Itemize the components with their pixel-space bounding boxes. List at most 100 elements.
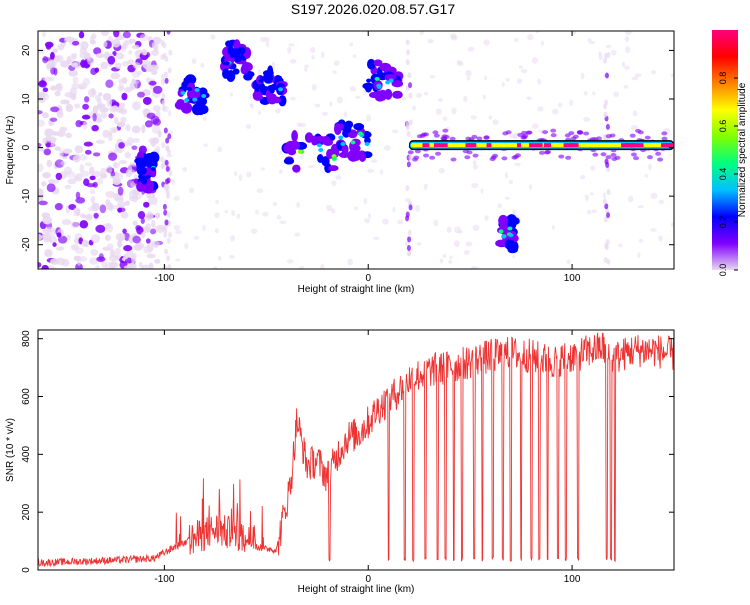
streak-cell — [603, 111, 608, 118]
noise-cell — [271, 61, 276, 69]
carrier-noise — [637, 130, 644, 135]
noise-cell — [59, 126, 68, 132]
noise-cell — [453, 240, 460, 248]
noise-cell — [589, 192, 594, 196]
noise-cell — [383, 144, 391, 151]
noise-cell — [75, 173, 83, 182]
noise-cell — [451, 107, 457, 115]
noise-cell — [90, 248, 99, 256]
noise-cell — [265, 41, 270, 48]
noise-cell — [125, 39, 133, 45]
snr-x-axis-label: Height of straight line (km) — [298, 584, 415, 595]
streak-cell — [166, 31, 171, 35]
noise-cell — [124, 200, 131, 206]
noise-cell — [116, 172, 124, 180]
noise-cell — [100, 31, 109, 37]
y-tick-label: 200 — [21, 503, 32, 520]
blob-cell — [194, 96, 205, 105]
noise-cell — [367, 168, 375, 173]
noise-cell — [132, 220, 138, 226]
noise-cell — [224, 209, 228, 214]
noise-cell — [152, 105, 161, 112]
noise-cell — [38, 163, 44, 173]
noise-cell — [141, 264, 151, 269]
noise-cell — [139, 34, 149, 41]
noise-cell — [146, 112, 156, 119]
noise-cell — [82, 103, 89, 110]
noise-cell — [230, 234, 236, 242]
carrier-noise — [605, 155, 612, 160]
noise-cell — [65, 103, 74, 113]
carrier-noise — [646, 155, 653, 160]
streak-cell — [167, 133, 172, 140]
y-tick-label: -10 — [21, 188, 32, 203]
noise-cell — [91, 202, 100, 212]
noise-cell — [304, 66, 308, 72]
noise-cell — [116, 121, 126, 128]
noise-cell — [64, 184, 72, 190]
noise-cell — [98, 92, 103, 97]
noise-cell — [154, 258, 161, 264]
noise-cell — [148, 80, 157, 86]
blob-cell — [374, 90, 386, 102]
carrier-noise — [595, 136, 602, 141]
noise-cell — [80, 40, 89, 50]
carrier-peak — [544, 143, 552, 148]
noise-cell — [60, 160, 67, 166]
noise-cell — [144, 120, 153, 128]
noise-cell — [255, 209, 259, 215]
noise-cell — [55, 83, 62, 90]
carrier-noise — [414, 149, 421, 154]
noise-cell — [260, 36, 266, 43]
noise-cell — [625, 35, 630, 43]
noise-cell — [531, 57, 539, 64]
noise-cell — [61, 219, 72, 226]
noise-cell — [48, 179, 59, 184]
carrier-noise — [483, 135, 490, 140]
noise-cell — [605, 44, 612, 49]
noise-cell — [598, 51, 602, 56]
noise-cell — [120, 116, 127, 123]
noise-cell — [463, 249, 470, 255]
blob-core — [316, 143, 322, 148]
carrier-noise — [565, 155, 572, 160]
noise-cell — [42, 172, 52, 179]
carrier-noise — [501, 156, 508, 161]
noise-cell — [320, 263, 325, 269]
noise-cell — [132, 138, 140, 143]
noise-cell — [117, 186, 124, 196]
streak-cell — [408, 204, 413, 211]
noise-cell — [442, 253, 447, 259]
noise-cell — [288, 43, 295, 47]
noise-cell — [331, 180, 337, 186]
blob-cell — [289, 140, 301, 150]
noise-cell — [84, 149, 92, 155]
streak-cell — [405, 121, 410, 128]
blob-cell — [321, 135, 330, 144]
noise-cell — [504, 171, 508, 179]
noise-cell — [516, 78, 523, 84]
blob-cell — [324, 163, 332, 174]
snr-axes: -100 0 100 0 200 400 600 800 — [21, 330, 674, 585]
blob-core — [269, 89, 275, 94]
noise-cell — [87, 57, 95, 66]
blob-core — [388, 78, 394, 83]
noise-cell — [483, 39, 490, 46]
noise-cell — [145, 238, 151, 244]
streak-cell — [604, 72, 609, 79]
noise-cell — [117, 107, 125, 114]
noise-cell — [117, 239, 122, 248]
carrier-noise — [542, 130, 549, 135]
blob-cell — [347, 149, 360, 162]
noise-cell — [95, 53, 105, 59]
noise-cell — [382, 218, 389, 225]
noise-cell — [634, 73, 642, 78]
noise-cell — [60, 99, 70, 105]
noise-cell — [108, 113, 114, 119]
x-tick-label: 0 — [365, 574, 371, 585]
streak-cell — [164, 159, 169, 166]
blob-core — [374, 76, 380, 81]
noise-cell — [41, 31, 47, 38]
blob-cell — [252, 90, 263, 100]
carrier-noise — [521, 130, 528, 135]
